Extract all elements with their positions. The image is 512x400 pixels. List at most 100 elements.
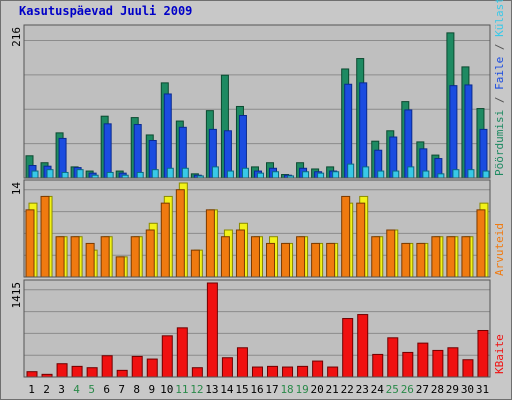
bar-files-day-31	[482, 170, 490, 179]
bar-kbytes-day-14	[221, 357, 233, 378]
bar-files-day-13	[211, 166, 219, 179]
top-axis-frame	[23, 24, 491, 179]
bar-kbytes-day-24	[372, 353, 384, 378]
xtick-day-6: 6	[103, 383, 110, 396]
middle-axis-frame	[23, 179, 491, 278]
bar-kbytes-day-21	[327, 366, 339, 378]
xtick-day-22: 22	[341, 383, 354, 396]
bar-files-day-2	[46, 169, 54, 179]
bar-arvuteid-day-21	[326, 242, 336, 278]
xtick-day-29: 29	[446, 383, 459, 396]
bar-kbytes-day-17	[267, 365, 279, 378]
xtick-day-2: 2	[43, 383, 50, 396]
top-ymax-label: 216	[10, 27, 23, 47]
bar-files-day-8	[136, 171, 144, 179]
bar-files-day-9	[151, 169, 159, 179]
bar-kbytes-day-13	[206, 282, 218, 378]
bar-files-day-27	[422, 170, 430, 179]
bar-kbytes-day-11	[176, 327, 188, 378]
bar-kbytes-day-19	[297, 365, 309, 378]
bar-kbytes-day-28	[432, 349, 444, 378]
bar-kbytes-day-7	[116, 369, 128, 378]
bar-files-day-30	[467, 169, 475, 179]
xtick-day-9: 9	[148, 383, 155, 396]
bar-arvuteid-day-31	[476, 209, 486, 278]
bar-arvuteid-day-28	[431, 236, 441, 278]
bottom-ymax-label: 1415	[10, 282, 23, 309]
bar-kbytes-day-20	[312, 360, 324, 378]
bar-arvuteid-day-20	[311, 242, 321, 278]
bar-files-day-28	[437, 173, 445, 179]
xtick-day-28: 28	[431, 383, 444, 396]
xtick-day-3: 3	[58, 383, 65, 396]
bar-files-day-19	[302, 171, 310, 179]
bar-arvuteid-day-1	[25, 209, 35, 278]
xtick-day-25: 25	[386, 383, 399, 396]
bar-arvuteid-day-27	[416, 242, 426, 278]
xtick-day-11: 11	[175, 383, 188, 396]
bar-files-day-21	[332, 171, 340, 179]
bar-arvuteid-day-10	[160, 202, 170, 278]
bar-arvuteid-day-9	[145, 229, 155, 278]
bar-kbytes-day-6	[101, 355, 113, 378]
bar-files-day-17	[272, 171, 280, 179]
bar-pages-day-23	[359, 82, 368, 179]
bar-arvuteid-day-26	[401, 242, 411, 278]
bar-arvuteid-day-18	[281, 242, 291, 278]
xtick-day-20: 20	[311, 383, 324, 396]
bar-files-day-3	[61, 171, 69, 179]
bar-kbytes-day-26	[402, 351, 414, 378]
bar-arvuteid-day-16	[250, 236, 260, 278]
chart-title: Kasutuspäevad Juuli 2009	[19, 4, 193, 18]
bar-files-day-11	[181, 167, 189, 179]
bar-files-day-1	[31, 170, 39, 179]
bar-arvuteid-day-4	[70, 236, 80, 278]
bar-arvuteid-day-23	[356, 202, 366, 278]
bar-arvuteid-day-6	[100, 236, 110, 278]
bar-kbytes-day-18	[282, 366, 294, 378]
bar-kbytes-day-27	[417, 342, 429, 378]
bar-arvuteid-day-15	[235, 229, 245, 278]
xtick-day-18: 18	[280, 383, 293, 396]
bar-arvuteid-day-25	[386, 229, 396, 278]
bar-kbytes-day-8	[131, 355, 143, 378]
bar-arvuteid-day-8	[130, 236, 140, 278]
xtick-day-31: 31	[476, 383, 489, 396]
bar-kbytes-day-4	[71, 365, 83, 378]
bar-arvuteid-day-14	[220, 236, 230, 278]
bar-arvuteid-day-2	[40, 195, 50, 278]
bar-kbytes-day-12	[191, 367, 203, 378]
xtick-day-5: 5	[88, 383, 95, 396]
xtick-day-30: 30	[461, 383, 474, 396]
xtick-day-16: 16	[250, 383, 263, 396]
bar-files-day-20	[317, 172, 325, 179]
bar-arvuteid-day-12	[190, 249, 200, 278]
xtick-day-27: 27	[416, 383, 429, 396]
xtick-day-7: 7	[118, 383, 125, 396]
bar-kbytes-day-16	[251, 366, 263, 378]
bar-files-day-15	[241, 167, 249, 179]
bar-arvuteid-day-19	[296, 236, 306, 278]
bar-arvuteid-day-7	[115, 256, 125, 278]
bar-kbytes-day-1	[26, 371, 38, 378]
xtick-day-8: 8	[133, 383, 140, 396]
bar-pages-day-29	[449, 85, 458, 179]
xtick-day-10: 10	[160, 383, 173, 396]
bar-kbytes-day-22	[342, 318, 354, 378]
xtick-day-12: 12	[190, 383, 203, 396]
middle-ymax-label: 14	[10, 182, 23, 196]
bar-files-day-16	[256, 172, 264, 179]
legend-top: Pöördumisi / Faile / Külastajad	[493, 0, 506, 176]
bar-files-day-4	[76, 169, 84, 179]
bar-files-day-14	[226, 170, 234, 179]
bar-files-day-10	[166, 167, 174, 179]
bar-arvuteid-day-13	[205, 209, 215, 278]
bar-kbytes-day-31	[477, 329, 489, 378]
xtick-day-15: 15	[235, 383, 248, 396]
bar-arvuteid-day-22	[341, 195, 351, 278]
bar-kbytes-day-30	[462, 359, 474, 378]
bar-pages-day-6	[103, 123, 112, 179]
bar-pages-day-10	[163, 93, 172, 179]
bar-kbytes-day-9	[146, 358, 158, 378]
